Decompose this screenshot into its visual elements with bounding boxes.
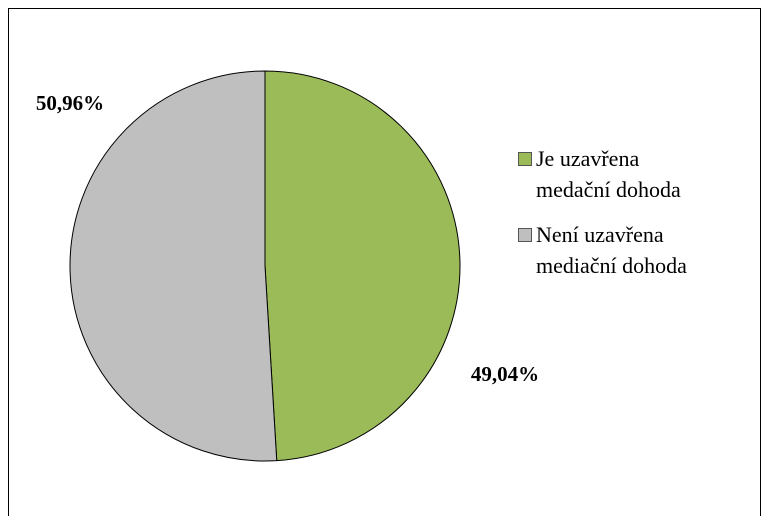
chart-border	[8, 8, 761, 516]
legend-label: Není uzavřena mediační dohoda	[536, 222, 687, 278]
data-label: 50,96%	[36, 91, 104, 115]
legend-entry: Je uzavřena medační dohoda	[514, 143, 701, 205]
legend-swatch	[518, 152, 532, 166]
pie-slice	[264, 70, 461, 462]
pie-slice	[69, 70, 278, 462]
legend-label: Je uzavřena medační dohoda	[536, 146, 681, 202]
legend-entry: Není uzavřena mediační dohoda	[514, 219, 701, 281]
legend-swatch	[518, 228, 532, 242]
data-label: 49,04%	[471, 362, 539, 386]
legend: Je uzavřena medační dohoda Není uzavřena …	[514, 143, 704, 295]
